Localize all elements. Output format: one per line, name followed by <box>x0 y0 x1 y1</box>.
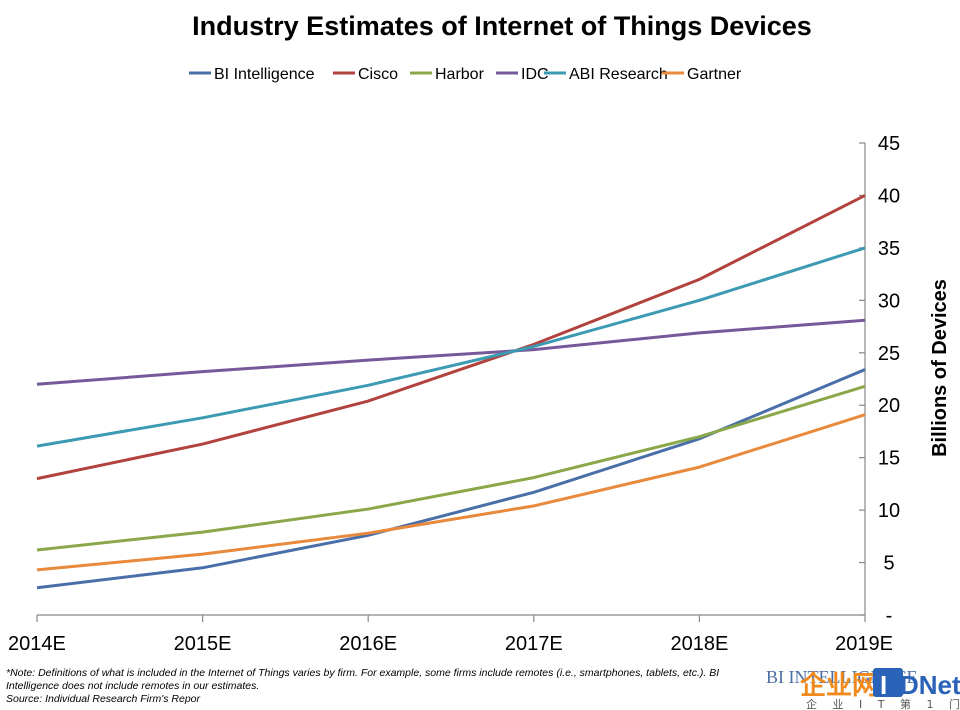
watermark-main: 企业网 <box>800 670 878 700</box>
x-tick-label: 2018E <box>670 633 728 655</box>
x-tick-label: 2017E <box>505 633 563 655</box>
legend-item-idc: IDC <box>496 66 549 83</box>
legend: BI Intelligence Cisco Harbor IDC ABI Researc… <box>189 66 742 83</box>
y-tick-label: 45 <box>878 133 900 155</box>
y-tick-label: 30 <box>878 290 900 312</box>
legend-item-cisco: Cisco <box>333 66 398 83</box>
watermark-subtitle: 企 业 I T 第 1 门 户 <box>806 697 960 710</box>
series-line-harbor <box>36 384 866 552</box>
y-tick-label: 20 <box>878 395 900 417</box>
y-tick-label: 5 <box>883 553 894 575</box>
legend-label: ABI Research <box>569 66 668 83</box>
axes: 2014E 2015E 2016E 2017E 2018E 2019E - 5 10 15 20 2… <box>8 133 900 655</box>
legend-item-abi-research: ABI Research <box>544 66 668 83</box>
y-tick-label: 40 <box>878 185 900 207</box>
y-ticks: - 5 10 15 20 25 30 35 40 45 <box>859 133 900 627</box>
legend-item-gartner: Gartner <box>662 66 742 83</box>
watermark-badge-letter: I <box>880 670 887 700</box>
y-tick-label: 10 <box>878 500 900 522</box>
watermark-badge <box>873 668 903 697</box>
legend-item-harbor: Harbor <box>410 66 485 83</box>
legend-label: BI Intelligence <box>214 66 315 83</box>
y-tick-label: 25 <box>878 343 900 365</box>
x-tick-label: 2019E <box>835 633 893 655</box>
x-tick-label: 2015E <box>174 633 232 655</box>
footnote-source: Source: Individual Research Firm's Repor <box>6 693 200 705</box>
series-lines <box>36 194 866 590</box>
series-line-idc <box>36 318 866 386</box>
x-ticks: 2014E 2015E 2016E 2017E 2018E 2019E <box>8 615 893 655</box>
y-tick-label: 35 <box>878 238 900 260</box>
x-tick-label: 2014E <box>8 633 66 655</box>
x-tick-label: 2016E <box>339 633 397 655</box>
series-line-bi-intelligence <box>36 368 866 590</box>
y-tick-label: 15 <box>878 448 900 470</box>
legend-label: Cisco <box>358 66 398 83</box>
footnote: *Note: Definitions of what is included i… <box>6 667 766 706</box>
series-line-abi-research <box>36 246 866 448</box>
series-line-cisco <box>36 194 866 481</box>
legend-label: Harbor <box>435 66 485 83</box>
watermark-brand: DNet <box>900 670 960 700</box>
chart-title: Industry Estimates of Internet of Things… <box>192 11 812 41</box>
series-line-gartner <box>36 413 866 572</box>
legend-label: IDC <box>521 66 549 83</box>
legend-label: Gartner <box>687 66 742 83</box>
y-tick-label: - <box>886 605 893 627</box>
footnote-note: *Note: Definitions of what is included i… <box>6 667 720 692</box>
y-axis-label: Billions of Devices <box>929 279 951 457</box>
legend-item-bi-intelligence: BI Intelligence <box>189 66 315 83</box>
watermark-logo: 企业网 I DNet 企 业 I T 第 1 门 户 <box>800 668 960 710</box>
